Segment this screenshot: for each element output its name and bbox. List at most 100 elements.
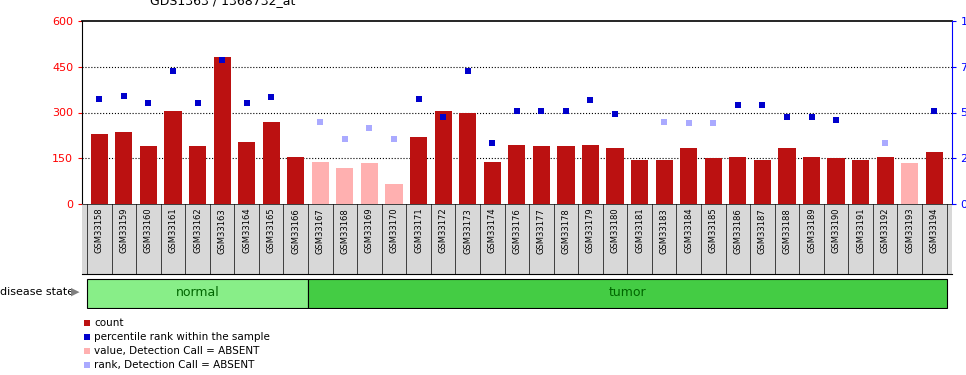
Point <box>509 108 525 114</box>
Point <box>411 96 426 102</box>
Text: GSM33187: GSM33187 <box>758 208 767 254</box>
Text: GSM33174: GSM33174 <box>488 208 497 254</box>
Text: GSM33171: GSM33171 <box>414 208 423 254</box>
Bar <box>308 279 947 308</box>
Bar <box>312 162 329 204</box>
Text: rank, Detection Call = ABSENT: rank, Detection Call = ABSENT <box>95 360 255 370</box>
Bar <box>803 157 820 204</box>
Text: GSM33178: GSM33178 <box>561 208 571 254</box>
Bar <box>336 168 354 204</box>
Text: GSM33177: GSM33177 <box>537 208 546 254</box>
Text: GSM33163: GSM33163 <box>217 208 227 254</box>
Point <box>582 97 598 103</box>
Text: percentile rank within the sample: percentile rank within the sample <box>95 332 270 342</box>
Point <box>829 117 844 123</box>
Point <box>79 362 95 368</box>
Text: GSM33162: GSM33162 <box>193 208 202 254</box>
Point <box>165 68 181 74</box>
Bar <box>704 158 722 204</box>
Text: GSM33164: GSM33164 <box>242 208 251 254</box>
Point <box>239 100 254 106</box>
Text: GSM33193: GSM33193 <box>905 208 914 254</box>
Point <box>754 102 770 108</box>
Text: GSM33194: GSM33194 <box>930 208 939 254</box>
Point <box>436 114 451 120</box>
Text: GSM33191: GSM33191 <box>856 208 866 254</box>
Text: GSM33173: GSM33173 <box>463 208 472 254</box>
Text: GSM33192: GSM33192 <box>881 208 890 254</box>
Point <box>361 125 377 131</box>
Bar <box>115 132 132 204</box>
Text: GSM33190: GSM33190 <box>832 208 840 254</box>
Bar <box>263 122 280 204</box>
Bar <box>925 152 943 204</box>
Bar <box>164 111 182 204</box>
Point <box>386 135 402 141</box>
Bar <box>385 184 403 204</box>
Bar <box>901 163 919 204</box>
Text: tumor: tumor <box>609 286 646 299</box>
Bar <box>779 148 796 204</box>
Bar <box>607 148 624 204</box>
Text: count: count <box>95 318 124 328</box>
Text: GSM33181: GSM33181 <box>635 208 644 254</box>
Text: ▶: ▶ <box>71 287 79 297</box>
Text: GSM33166: GSM33166 <box>292 208 300 254</box>
Point <box>608 111 623 117</box>
Text: normal: normal <box>176 286 219 299</box>
Bar <box>435 111 452 204</box>
Bar <box>753 160 771 204</box>
Text: GSM33165: GSM33165 <box>267 208 275 254</box>
Text: GSM33176: GSM33176 <box>512 208 522 254</box>
Text: GSM33180: GSM33180 <box>611 208 619 254</box>
Bar <box>557 146 575 204</box>
Text: GSM33188: GSM33188 <box>782 208 791 254</box>
Point <box>533 108 549 114</box>
Text: disease state: disease state <box>0 287 74 297</box>
Bar <box>287 157 304 204</box>
Point <box>92 96 107 102</box>
Text: value, Detection Call = ABSENT: value, Detection Call = ABSENT <box>95 346 260 356</box>
Point <box>705 120 721 126</box>
Text: GSM33179: GSM33179 <box>586 208 595 254</box>
Bar <box>533 146 550 204</box>
Bar <box>91 134 108 204</box>
Text: GSM33185: GSM33185 <box>709 208 718 254</box>
Text: GSM33160: GSM33160 <box>144 208 153 254</box>
Text: GSM33158: GSM33158 <box>95 208 103 254</box>
Bar <box>189 146 206 204</box>
Point <box>79 334 95 340</box>
Bar <box>238 142 255 204</box>
Point <box>730 102 746 108</box>
Point <box>313 118 328 124</box>
Bar <box>876 157 894 204</box>
Text: GSM33168: GSM33168 <box>340 208 350 254</box>
Bar <box>140 146 157 204</box>
Text: GSM33186: GSM33186 <box>733 208 742 254</box>
Point <box>657 118 672 124</box>
Point <box>116 93 131 99</box>
Bar <box>680 148 697 204</box>
Bar <box>459 112 476 204</box>
Point <box>79 320 95 326</box>
Point <box>460 68 475 74</box>
Point <box>804 114 819 120</box>
Point <box>79 348 95 354</box>
Point <box>877 140 893 146</box>
Text: GSM33183: GSM33183 <box>660 208 668 254</box>
Point <box>681 120 696 126</box>
Point <box>264 94 279 100</box>
Bar <box>729 157 747 204</box>
Text: GDS1363 / 1368732_at: GDS1363 / 1368732_at <box>150 0 295 8</box>
Text: GSM33169: GSM33169 <box>365 208 374 254</box>
Bar <box>361 163 378 204</box>
Text: GSM33189: GSM33189 <box>807 208 816 254</box>
Text: GSM33184: GSM33184 <box>684 208 694 254</box>
Text: GSM33172: GSM33172 <box>439 208 447 254</box>
Bar <box>582 145 599 204</box>
Bar <box>656 160 672 204</box>
Point <box>214 57 230 63</box>
Bar <box>852 160 869 204</box>
Bar <box>631 160 648 204</box>
Point <box>926 108 942 114</box>
